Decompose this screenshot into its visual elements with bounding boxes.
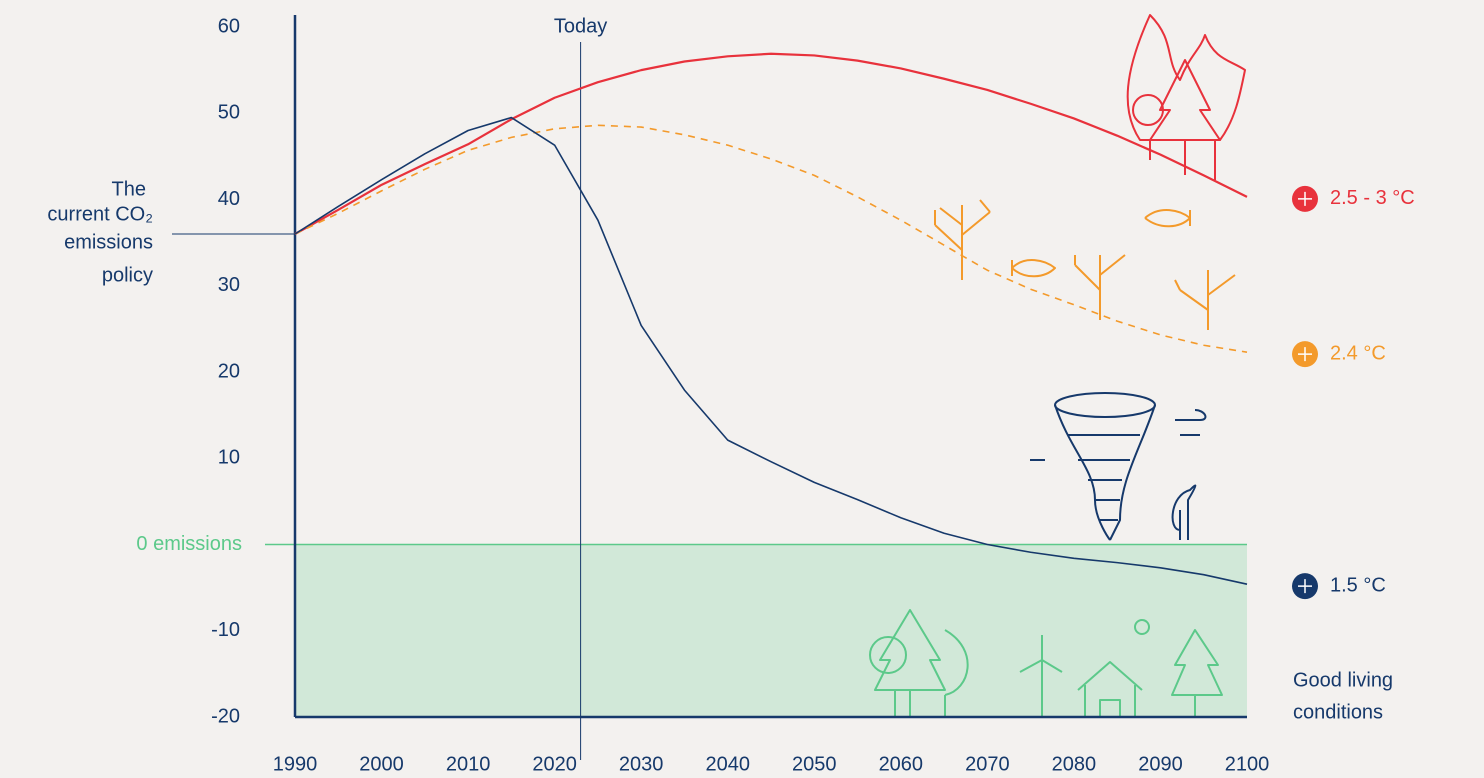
y-tick-label: 20 [218,360,240,382]
zone-label: conditions [1293,701,1383,723]
fire-icon [1126,14,1246,180]
y-tick-label: -20 [211,705,240,727]
policy-label: emissions [64,231,153,253]
y-tick-label: 60 [218,15,240,37]
legend-plus [1298,579,1312,594]
y-tick-label: 30 [218,274,240,296]
legend-label: 1.5 °C [1330,574,1386,596]
legend-plus [1298,191,1312,206]
x-tick-label: 2080 [1052,753,1097,775]
tornado-icon [1030,392,1207,541]
legend-label: 2.4 °C [1330,342,1386,364]
x-tick-label: 2010 [446,753,491,775]
good-zone [295,544,1247,717]
series-line [294,116,1248,585]
y-tick-label: 0 emissions [136,533,242,555]
x-tick-label: 2040 [705,753,750,775]
zone-label: Good living [1293,669,1393,691]
nature-icons [869,609,1223,717]
policy-label: policy [102,264,153,286]
y-tick-label: -10 [211,619,240,641]
x-tick-label: 1990 [273,753,318,775]
x-tick-label: 2060 [879,753,924,775]
policy-label: current CO₂ [47,203,153,225]
branch-icons [934,199,1236,330]
series-line [294,52,1248,235]
x-tick-label: 2020 [532,753,577,775]
y-tick-label: 50 [218,102,240,124]
policy-label: The [112,178,146,200]
x-tick-label: 2030 [619,753,664,775]
y-tick-label: 40 [218,188,240,210]
x-tick-label: 2100 [1225,753,1270,775]
x-tick-label: 2090 [1138,753,1183,775]
legend-plus [1298,347,1312,362]
x-tick-label: 2000 [359,753,404,775]
x-tick-label: 2050 [792,753,837,775]
today-label: Today [554,15,607,37]
legend-label: 2.5 - 3 °C [1330,187,1415,209]
x-tick-label: 2070 [965,753,1010,775]
decorations [869,14,1246,717]
y-tick-label: 10 [218,447,240,469]
